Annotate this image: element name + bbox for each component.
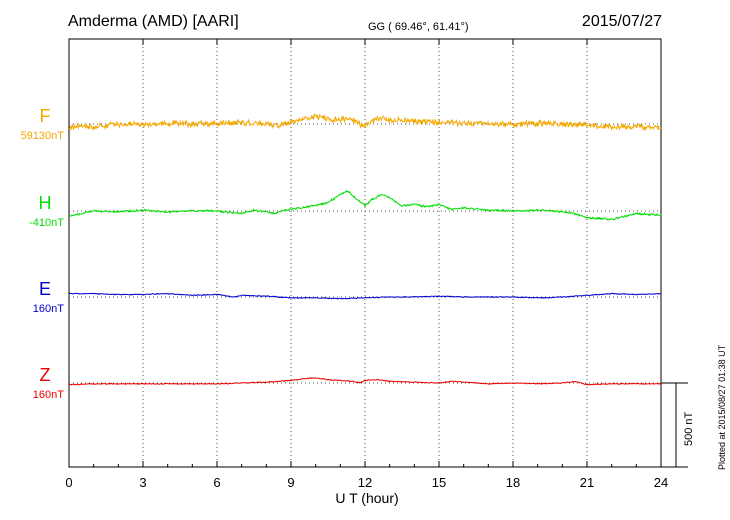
x-tick-label: 6 bbox=[213, 475, 220, 490]
x-tick-label: 24 bbox=[654, 475, 668, 490]
baseline-value-e: 160nT bbox=[33, 303, 64, 315]
baseline-value-h: -410nT bbox=[29, 217, 64, 229]
scale-bar-label: 500 nT bbox=[683, 411, 695, 446]
x-tick-label: 3 bbox=[139, 475, 146, 490]
series-layer bbox=[68, 112, 662, 386]
component-label-z: Z bbox=[40, 365, 51, 385]
x-axis-label: U T (hour) bbox=[335, 490, 398, 506]
gridlines bbox=[69, 39, 661, 467]
station-coordinates: GG ( 69.46°, 61.41°) bbox=[368, 21, 469, 33]
component-labels: F 59130nT H -410nT E 160nT Z 160nT bbox=[21, 106, 65, 401]
x-tick-label: 12 bbox=[358, 475, 372, 490]
series-line-e bbox=[68, 292, 661, 300]
component-label-f: F bbox=[40, 106, 51, 126]
x-tick-label: 15 bbox=[432, 475, 446, 490]
x-tick-label: 9 bbox=[287, 475, 294, 490]
series-line-z bbox=[68, 377, 662, 386]
component-label-h: H bbox=[39, 193, 52, 213]
scale-bar: 500 nT bbox=[661, 382, 695, 468]
x-tick-label: 21 bbox=[580, 475, 594, 490]
x-axis-ticks: 0 3 6 9 12 15 18 21 24 bbox=[65, 39, 668, 490]
x-tick-label: 18 bbox=[506, 475, 520, 490]
component-label-e: E bbox=[39, 279, 51, 299]
baseline-value-f: 59130nT bbox=[21, 130, 65, 142]
plotted-timestamp: Plotted at 2015/08/27 01:38 UT bbox=[717, 344, 727, 470]
chart-date: 2015/07/27 bbox=[582, 13, 662, 30]
station-title: Amderma (AMD) [AARI] bbox=[68, 13, 239, 30]
series-line-h bbox=[68, 189, 662, 221]
x-tick-label: 0 bbox=[65, 475, 72, 490]
baseline-value-z: 160nT bbox=[33, 389, 64, 401]
series-line-f bbox=[68, 112, 662, 132]
